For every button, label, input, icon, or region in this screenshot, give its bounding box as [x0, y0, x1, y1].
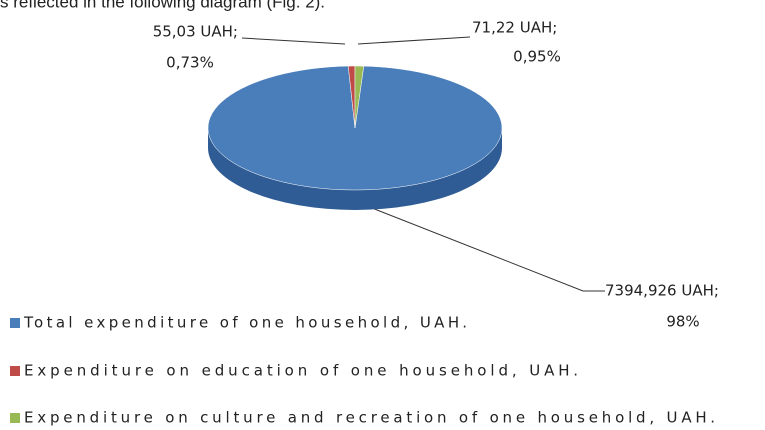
slice: [207, 65, 503, 191]
legend-swatch: [10, 413, 20, 423]
data-label: 55,03 UAH;: [153, 23, 238, 41]
intro-text: s reflected in the following diagram (Fi…: [0, 0, 325, 11]
leader-line: [371, 207, 605, 292]
legend-swatch: [10, 318, 20, 328]
legend-swatch: [10, 366, 20, 376]
data-label: 0,73%: [166, 54, 214, 72]
leader-line: [241, 37, 346, 45]
data-label: 71,22 UAH;: [472, 19, 557, 37]
leader-line: [357, 36, 471, 45]
data-label: 7394,926 UAH;: [605, 282, 719, 300]
slice-side: [208, 128, 502, 210]
slice: [354, 65, 365, 129]
legend-label: Expenditure on education of one househol…: [24, 362, 578, 380]
legend-label: Expenditure on culture and recreation of…: [24, 409, 715, 427]
data-label: 98%: [666, 313, 699, 331]
legend-label: Total expenditure of one household, UAH.: [23, 314, 467, 332]
data-label: 0,95%: [513, 48, 561, 66]
